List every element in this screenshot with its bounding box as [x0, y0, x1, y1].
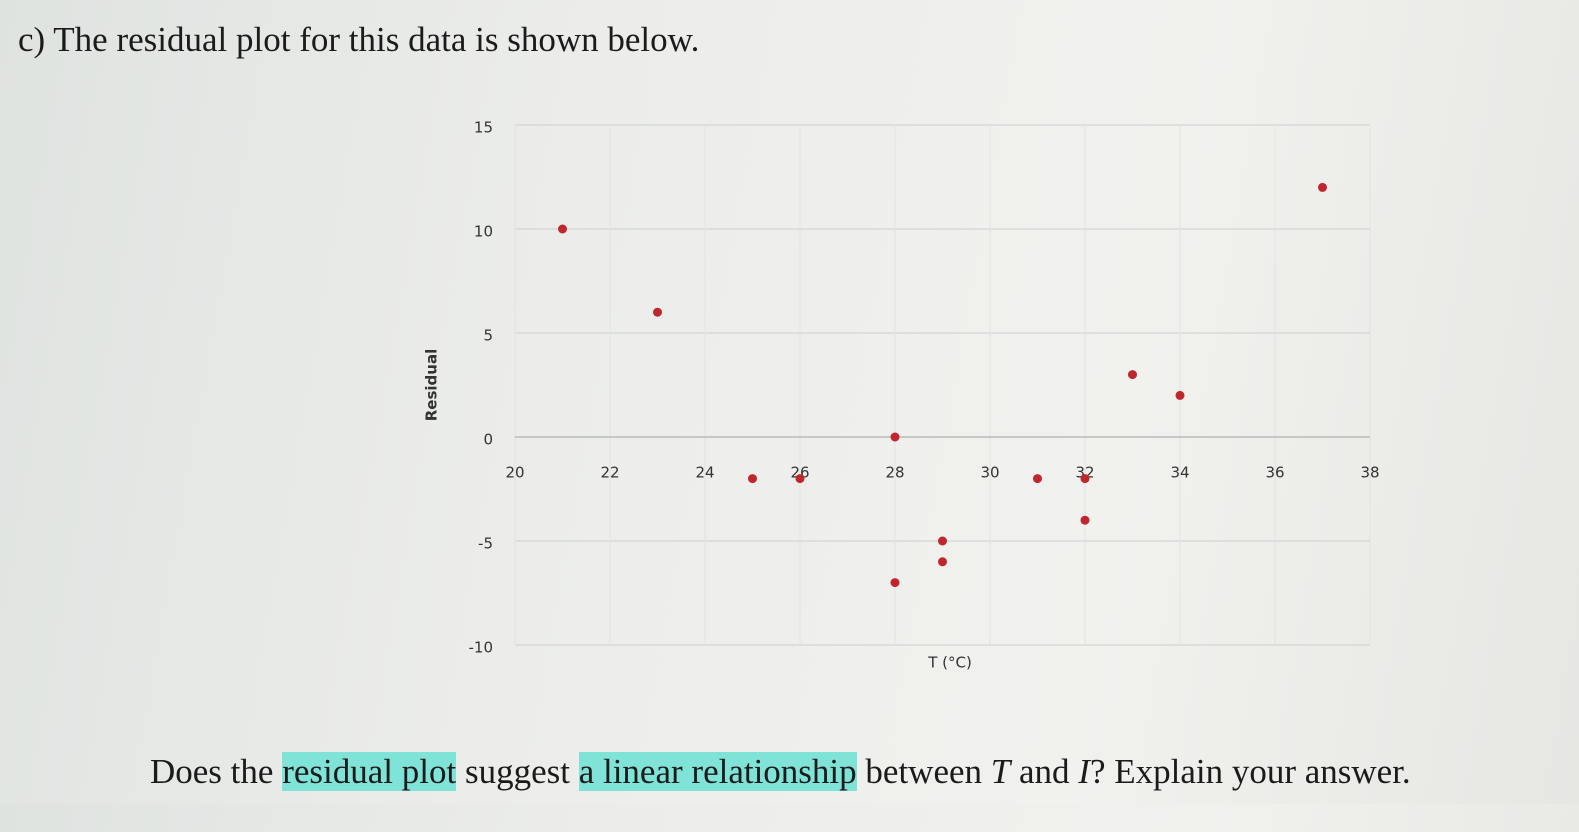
page: c) The residual plot for this data is sh… [18, 20, 1411, 791]
x-tick-label: 34 [1170, 464, 1189, 482]
point [558, 224, 567, 234]
y-tick-label: 15 [474, 119, 493, 137]
point [1080, 515, 1090, 525]
heading: c) The residual plot for this data is sh… [18, 20, 700, 59]
question: Does the residual plot suggest a linear … [115, 712, 1411, 832]
x-tick-label: 22 [600, 464, 619, 482]
y-tick-label: 10 [474, 223, 493, 241]
y-tick-label: -10 [469, 639, 494, 657]
question-text: between [856, 752, 991, 791]
point [653, 307, 662, 317]
y-tick-label: -5 [478, 535, 493, 553]
question-text: ? Explain your answer. [1089, 752, 1411, 791]
point [1318, 182, 1327, 192]
point [1033, 474, 1042, 484]
x-tick-label: 20 [505, 464, 524, 482]
chart: Residual T (°C) -10 -5 0 5 10 15 20 22 24 26 28 30 3… [423, 119, 1380, 672]
y-axis-label: Residual [423, 349, 441, 421]
question-text: and [1010, 752, 1079, 791]
x-axis-label: T (°C) [927, 654, 972, 672]
point [938, 557, 947, 567]
point [1175, 390, 1185, 400]
x-tick-label: 38 [1360, 464, 1379, 482]
point [1080, 474, 1090, 484]
y-tick-label: 0 [483, 431, 493, 449]
x-tick-label: 24 [695, 464, 714, 482]
highlighted-text: residual plot [282, 752, 457, 791]
point [938, 536, 947, 546]
x-tick-label: 32 [1075, 464, 1094, 482]
x-tick-label: 30 [980, 464, 999, 482]
x-tick-label: 36 [1265, 464, 1284, 482]
y-tick-label: 5 [483, 327, 493, 345]
point [890, 432, 900, 442]
x-tick-label: 28 [885, 464, 904, 482]
point [890, 578, 900, 588]
point [748, 474, 757, 484]
point [795, 474, 805, 484]
question-text: Does the [150, 752, 283, 791]
variable: I [1078, 752, 1090, 791]
highlighted-text: a linear relationship [578, 752, 857, 791]
variable: T [990, 752, 1011, 791]
question-text: suggest [456, 752, 579, 791]
x-tick-label: 26 [790, 464, 809, 482]
point [1128, 370, 1137, 380]
